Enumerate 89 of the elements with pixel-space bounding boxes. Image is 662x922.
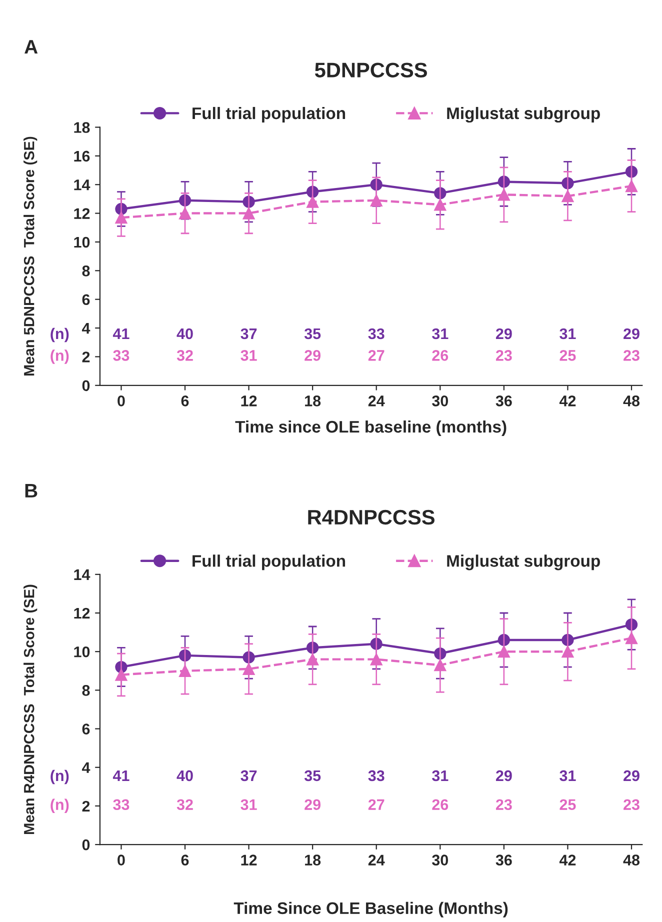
annotation: 31 [432, 770, 448, 782]
y-tick-label: 0 [82, 839, 90, 850]
y-axis-title: Mean 5DNPCCSS Total Score (SE) [24, 136, 38, 376]
x-tick-label: 36 [496, 396, 512, 406]
legend-label: Miglustat subgroup [447, 554, 600, 570]
annotation: 35 [304, 328, 321, 340]
x-tick-label: 6 [181, 854, 189, 866]
y-tick-label: 10 [74, 646, 90, 658]
x-tick-label: 0 [118, 854, 125, 866]
annotation: 40 [176, 770, 193, 782]
y-tick-label: 12 [74, 608, 90, 619]
annotation: 37 [240, 770, 257, 782]
annotation: 32 [176, 799, 193, 810]
x-tick-label: 36 [496, 854, 512, 866]
x-tick-label: 18 [305, 396, 321, 406]
x-tick-label: 0 [118, 396, 125, 406]
annotation: 25 [560, 350, 576, 361]
annotation: 31 [240, 799, 257, 810]
y-tick-label: 6 [82, 724, 90, 734]
annotation: 27 [368, 799, 384, 810]
chart-title: R4DNPCCSS [308, 510, 434, 525]
y-tick-label: 6 [82, 294, 90, 306]
x-axis-title: Time since OLE baseline (months) [235, 420, 506, 436]
x-tick-label: 42 [559, 854, 576, 866]
x-tick-label: 24 [368, 396, 385, 406]
annotation: 29 [304, 350, 321, 361]
annotation: 29 [496, 770, 512, 782]
y-axis-title: Mean R4DNPCCSS Total Score (SE) [24, 584, 38, 834]
legend-label: Miglustat subgroup [447, 106, 600, 123]
y-tick-label: 8 [82, 266, 90, 276]
text: A [24, 40, 38, 54]
annotation: 26 [432, 799, 448, 810]
text: (n) [50, 328, 69, 342]
annotation: 23 [496, 350, 512, 361]
text: (n) [50, 770, 69, 784]
annotation: 31 [432, 328, 448, 340]
x-tick-label: 48 [623, 396, 640, 406]
legend-label: Full trial population [192, 554, 346, 570]
x-tick-label: 30 [432, 396, 448, 406]
legend-label: Full trial population [192, 106, 346, 122]
annotation: 31 [560, 328, 576, 340]
y-tick-label: 14 [74, 180, 90, 190]
annotation: 27 [368, 350, 384, 361]
annotation: 29 [496, 328, 512, 340]
x-tick-label: 6 [181, 396, 189, 406]
annotation: 23 [624, 350, 640, 361]
y-tick-label: 2 [82, 800, 90, 812]
annotation: 31 [240, 350, 257, 361]
y-tick-label: 16 [74, 150, 90, 162]
y-tick-label: 4 [82, 323, 90, 334]
annotation: 35 [304, 770, 321, 782]
y-tick-label: 18 [74, 122, 90, 133]
x-tick-label: 24 [368, 854, 385, 866]
annotation: 41 [112, 328, 130, 340]
annotation: 41 [112, 770, 130, 781]
y-tick-label: 2 [82, 352, 90, 362]
annotation: 29 [624, 770, 640, 782]
x-tick-label: 12 [241, 854, 257, 866]
y-tick-label: 14 [74, 569, 90, 580]
annotation: 23 [624, 799, 640, 810]
annotation: 29 [304, 799, 321, 810]
annotation: 25 [560, 799, 576, 810]
text: (n) [50, 798, 69, 814]
annotation: 33 [368, 328, 384, 340]
x-tick-label: 42 [559, 396, 576, 406]
x-tick-label: 12 [241, 396, 257, 406]
x-tick-label: 30 [432, 854, 448, 866]
annotation: 29 [624, 328, 640, 340]
y-tick-label: 0 [82, 380, 90, 392]
y-tick-label: 10 [74, 236, 90, 248]
x-axis-title: Time Since OLE Baseline (Months) [234, 902, 508, 918]
annotation: 32 [176, 350, 193, 361]
text: (n) [50, 350, 69, 364]
y-tick-label: 8 [82, 685, 90, 696]
annotation: 31 [560, 770, 576, 782]
annotation: 37 [240, 328, 257, 340]
y-tick-label: 12 [74, 208, 90, 219]
annotation: 33 [113, 799, 130, 810]
chart-title: 5DNPCCSS [314, 62, 427, 78]
point [178, 664, 192, 677]
text: B [25, 484, 38, 498]
annotation: 33 [368, 770, 384, 782]
annotation: 33 [113, 350, 130, 361]
annotation: 23 [496, 799, 512, 810]
x-tick-label: 18 [305, 854, 321, 866]
y-tick-label: 4 [82, 762, 90, 773]
x-tick-label: 48 [623, 854, 640, 866]
annotation: 40 [176, 328, 193, 340]
annotation: 26 [432, 350, 448, 361]
